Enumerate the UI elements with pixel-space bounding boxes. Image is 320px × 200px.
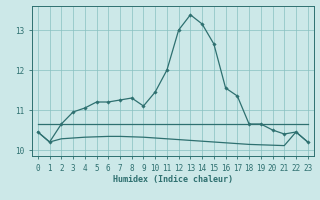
X-axis label: Humidex (Indice chaleur): Humidex (Indice chaleur) [113,175,233,184]
